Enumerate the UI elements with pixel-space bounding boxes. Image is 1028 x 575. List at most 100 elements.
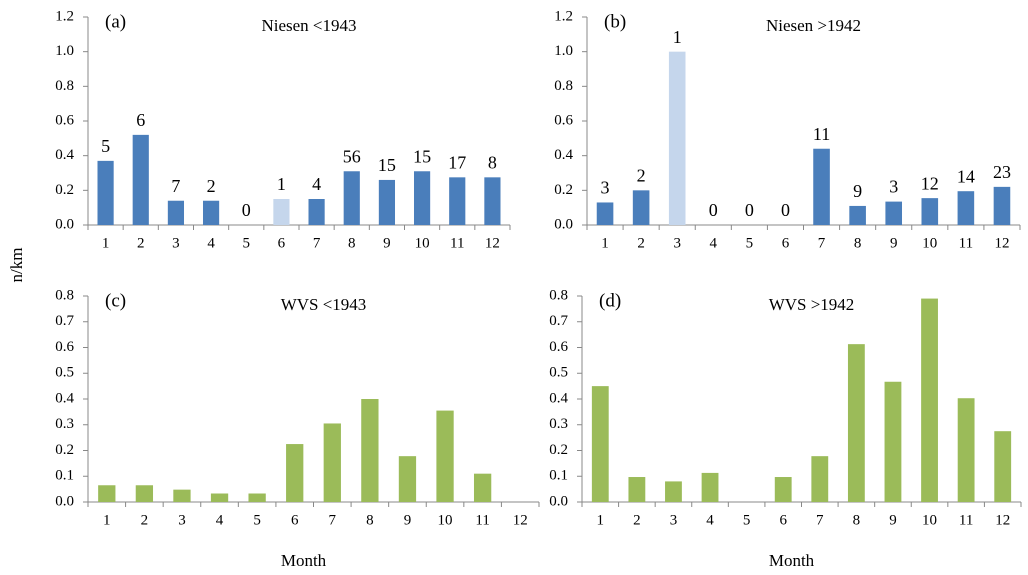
bar — [591, 386, 609, 502]
y-tick-label: 0.6 — [55, 112, 74, 128]
bar — [632, 190, 650, 225]
bar — [135, 485, 154, 502]
x-tick-label: 2 — [637, 235, 645, 251]
x-tick-label: 1 — [597, 512, 605, 528]
bar — [173, 489, 191, 502]
x-tick-label: 6 — [779, 512, 787, 528]
bar-annotation: 7 — [171, 176, 180, 196]
bar — [378, 179, 396, 225]
x-tick-label: 10 — [438, 512, 453, 528]
x-tick-label: 12 — [995, 512, 1010, 528]
bar — [701, 472, 719, 502]
bar — [343, 171, 360, 225]
y-tick-label: 0.6 — [55, 339, 74, 355]
y-tick-label: 0.5 — [55, 365, 74, 381]
bar — [957, 191, 975, 225]
x-tick-label: 2 — [141, 512, 149, 528]
bar — [813, 148, 830, 225]
y-tick-label: 0.7 — [549, 313, 568, 329]
x-tick-label: 5 — [253, 512, 261, 528]
y-tick-label: 0.8 — [55, 287, 74, 303]
x-tick-label: 4 — [207, 235, 215, 251]
bar — [323, 423, 341, 502]
x-tick-label: 3 — [670, 512, 678, 528]
bar-annotation: 5 — [101, 136, 110, 156]
x-tick-label: 8 — [854, 235, 862, 251]
x-tick-label: 7 — [329, 512, 337, 528]
x-tick-label: 11 — [959, 512, 973, 528]
bar — [665, 481, 682, 502]
bar-annotation: 17 — [448, 152, 466, 172]
x-tick-label: 10 — [922, 512, 937, 528]
y-tick-label: 0.1 — [55, 468, 74, 484]
bar-annotation: 11 — [813, 124, 830, 144]
bar — [921, 198, 939, 225]
bar — [847, 344, 865, 502]
bar-annotation: 15 — [413, 146, 431, 166]
bar — [202, 200, 220, 225]
bar — [957, 398, 975, 502]
x-tick-label: 8 — [348, 235, 356, 251]
y-tick-label: 0.4 — [549, 390, 568, 406]
x-tick-label: 3 — [172, 235, 180, 251]
y-tick-label: 0.6 — [554, 112, 573, 128]
x-tick-label: 6 — [782, 235, 790, 251]
y-tick-label: 0.2 — [55, 442, 74, 458]
bar — [993, 186, 1011, 225]
bar-annotation: 9 — [853, 181, 862, 201]
bar-annotation: 14 — [957, 166, 975, 186]
bar-annotation: 0 — [745, 200, 754, 220]
x-tick-label: 9 — [890, 235, 898, 251]
bar — [449, 177, 466, 225]
panel-title: Niesen <1943 — [261, 16, 356, 35]
bar — [97, 160, 114, 225]
x-tick-label: 12 — [994, 235, 1009, 251]
y-tick-label: 0.6 — [549, 339, 568, 355]
x-tick-label: 1 — [601, 235, 609, 251]
x-axis-label: Month — [281, 551, 327, 570]
x-tick-label: 1 — [103, 512, 111, 528]
x-tick-label: 6 — [291, 512, 299, 528]
bar — [413, 171, 431, 225]
x-axis-label: Month — [769, 551, 815, 570]
bar — [308, 199, 325, 225]
bar-annotation: 0 — [242, 200, 251, 220]
x-tick-label: 8 — [366, 512, 374, 528]
bar-annotation: 1 — [277, 174, 286, 194]
panel-title: Niesen >1942 — [766, 16, 861, 35]
bar — [921, 298, 938, 502]
x-tick-label: 10 — [415, 235, 430, 251]
bar — [596, 202, 614, 225]
y-axis-label: n/km — [7, 248, 26, 283]
x-tick-label: 3 — [673, 235, 681, 251]
y-tick-label: 0.2 — [55, 182, 74, 198]
x-tick-label: 5 — [243, 235, 251, 251]
x-tick-label: 6 — [278, 235, 286, 251]
bar — [398, 456, 417, 502]
bar — [132, 134, 149, 225]
y-tick-label: 0.8 — [55, 78, 74, 94]
bar — [885, 201, 903, 225]
y-tick-label: 0.8 — [549, 287, 568, 303]
bar-annotation: 15 — [378, 155, 396, 175]
x-tick-label: 7 — [816, 512, 824, 528]
y-tick-label: 0.4 — [55, 147, 74, 163]
bar — [98, 485, 116, 502]
bar — [436, 410, 454, 502]
bar-annotation: 23 — [993, 162, 1011, 182]
x-tick-label: 4 — [216, 512, 224, 528]
bar — [473, 473, 492, 502]
y-tick-label: 0.4 — [554, 147, 573, 163]
bar — [273, 199, 290, 225]
x-tick-label: 5 — [746, 235, 754, 251]
y-tick-label: 1.2 — [554, 8, 573, 24]
x-tick-label: 1 — [102, 235, 110, 251]
y-tick-label: 0.0 — [55, 216, 74, 232]
panel-title: WVS <1943 — [281, 295, 367, 314]
bar — [248, 493, 266, 502]
bar-annotation: 0 — [781, 200, 790, 220]
bar — [994, 431, 1012, 502]
bar-annotation: 6 — [136, 110, 145, 130]
x-tick-label: 4 — [706, 512, 714, 528]
